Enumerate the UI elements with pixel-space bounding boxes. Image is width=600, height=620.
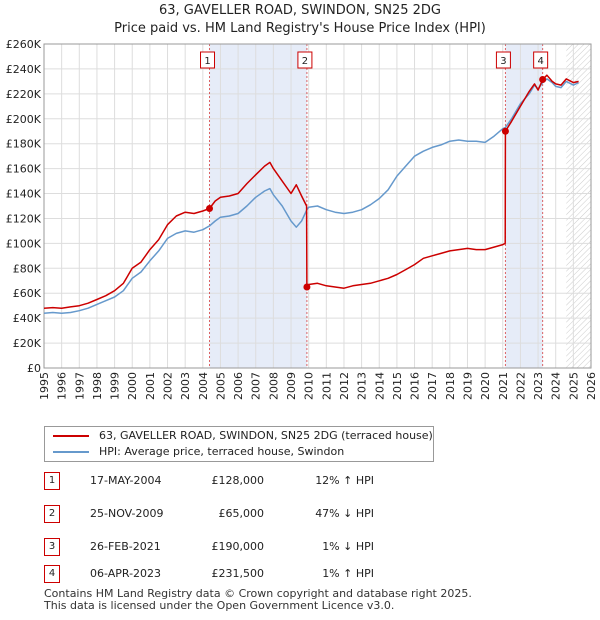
x-tick-label: 1999 <box>109 372 122 400</box>
sale-badge: 1 <box>44 472 60 490</box>
x-tick-label: 2026 <box>585 372 598 400</box>
sale-price: £128,000 <box>211 474 265 487</box>
sale-point <box>303 283 311 291</box>
sale-date: 25-NOV-2009 <box>90 507 164 520</box>
x-tick-label: 2023 <box>532 372 545 400</box>
y-tick-label: £100K <box>6 237 42 250</box>
x-tick-label: 1997 <box>73 372 86 400</box>
x-tick-label: 2010 <box>303 372 316 400</box>
legend-item-hpi: HPI: Average price, terraced house, Swin… <box>53 444 344 460</box>
x-tick-label: 1996 <box>56 372 69 400</box>
x-tick-label: 2012 <box>338 372 351 400</box>
x-tick-label: 2016 <box>409 372 422 400</box>
x-tick-label: 2003 <box>179 372 192 400</box>
y-tick-label: £180K <box>6 138 42 151</box>
sale-date: 26-FEB-2021 <box>90 540 161 553</box>
y-tick-label: £140K <box>6 188 42 201</box>
sale-marker-box <box>533 51 549 69</box>
sale-marker-label: 3 <box>500 56 506 67</box>
shaded-period <box>209 44 307 368</box>
footer-copyright: Contains HM Land Registry data © Crown c… <box>44 587 472 600</box>
x-tick-label: 2005 <box>214 372 227 400</box>
sale-date: 06-APR-2023 <box>90 567 162 580</box>
sale-hpi-change: 1% ↑ HPI <box>322 567 374 580</box>
y-tick-label: £60K <box>13 287 42 300</box>
x-tick-label: 2015 <box>391 372 404 400</box>
x-tick-label: 2020 <box>479 372 492 400</box>
y-tick-label: £120K <box>6 212 42 225</box>
footer-licence: This data is licensed under the Open Gov… <box>44 599 395 612</box>
x-tick-label: 2013 <box>356 372 369 400</box>
sale-marker-label: 4 <box>537 56 543 67</box>
x-tick-label: 2008 <box>267 372 280 400</box>
x-tick-label: 2002 <box>162 372 175 400</box>
x-tick-label: 2009 <box>285 372 298 400</box>
series-line-hpi <box>43 78 579 314</box>
x-tick-label: 2019 <box>461 372 474 400</box>
x-tick-label: 2007 <box>250 372 263 400</box>
x-tick-label: 2000 <box>126 372 139 400</box>
y-tick-label: £260K <box>6 38 42 51</box>
sale-price: £65,000 <box>218 507 265 520</box>
x-tick-label: 1998 <box>91 372 104 400</box>
x-tick-label: 2022 <box>514 372 527 400</box>
x-tick-label: 1995 <box>38 372 51 400</box>
x-tick-label: 2025 <box>567 372 580 400</box>
legend-label-property: 63, GAVELLER ROAD, SWINDON, SN25 2DG (te… <box>99 429 433 442</box>
y-tick-label: £220K <box>6 88 42 101</box>
y-tick-label: £0 <box>27 362 41 375</box>
sale-marker-label: 2 <box>302 56 308 67</box>
plot-frame <box>43 43 592 369</box>
table-row: 3 26-FEB-2021 £190,000 1% ↓ HPI <box>44 538 444 556</box>
sale-price: £190,000 <box>211 540 265 553</box>
table-row: 2 25-NOV-2009 £65,000 47% ↓ HPI <box>44 505 444 523</box>
sale-date: 17-MAY-2004 <box>90 474 162 487</box>
x-tick-label: 2011 <box>320 372 333 400</box>
sale-hpi-change: 12% ↑ HPI <box>315 474 374 487</box>
sale-badge: 2 <box>44 505 60 523</box>
x-tick-label: 2004 <box>197 372 210 400</box>
table-row: 4 06-APR-2023 £231,500 1% ↑ HPI <box>44 565 444 583</box>
y-tick-label: £40K <box>13 312 42 325</box>
sale-marker-box <box>297 51 313 69</box>
sale-hpi-change: 1% ↓ HPI <box>322 540 374 553</box>
sale-price: £231,500 <box>211 567 265 580</box>
series-line-property <box>43 74 579 309</box>
footer-attribution: Contains HM Land Registry data © Crown c… <box>44 588 472 612</box>
x-tick-label: 2021 <box>497 372 510 400</box>
x-tick-label: 2001 <box>144 372 157 400</box>
sale-point <box>501 127 509 135</box>
y-tick-label: £160K <box>6 163 42 176</box>
sale-hpi-change: 47% ↓ HPI <box>315 507 374 520</box>
price-chart: 1 2 3 4 £0 £20K £40K £60K £80K £100K £120K £140K £16… <box>6 38 598 400</box>
title-subtitle: Price paid vs. HM Land Registry's House … <box>114 21 486 36</box>
sale-marker-box <box>200 51 216 69</box>
legend-item-property: 63, GAVELLER ROAD, SWINDON, SN25 2DG (te… <box>53 428 433 444</box>
y-tick-label: £240K <box>6 63 42 76</box>
x-tick-label: 2006 <box>232 372 245 400</box>
table-row: 1 17-MAY-2004 £128,000 12% ↑ HPI <box>44 472 444 490</box>
x-tick-label: 2024 <box>550 372 563 400</box>
y-tick-label: £200K <box>6 113 42 126</box>
sale-point <box>539 76 547 84</box>
sale-badge: 3 <box>44 538 60 556</box>
title-address: 63, GAVELLER ROAD, SWINDON, SN25 2DG <box>158 3 442 18</box>
x-tick-label: 2018 <box>444 372 457 400</box>
legend-swatch-hpi <box>53 451 89 453</box>
legend-swatch-property <box>53 435 89 437</box>
shaded-period <box>505 44 543 368</box>
y-tick-label: £80K <box>13 262 42 275</box>
future-hatch <box>566 44 591 368</box>
chart-title: 63, GAVELLER ROAD, SWINDON, SN25 2DG Pri… <box>0 2 600 38</box>
sale-badge: 4 <box>44 565 60 583</box>
x-tick-label: 2017 <box>426 372 439 400</box>
y-tick-label: £20K <box>13 337 42 350</box>
legend-label-hpi: HPI: Average price, terraced house, Swin… <box>99 445 345 458</box>
sale-marker-label: 1 <box>204 56 210 67</box>
sale-marker-box <box>495 51 511 69</box>
sale-point <box>206 204 214 212</box>
legend: 63, GAVELLER ROAD, SWINDON, SN25 2DG (te… <box>44 426 434 462</box>
x-tick-label: 2014 <box>373 372 386 400</box>
